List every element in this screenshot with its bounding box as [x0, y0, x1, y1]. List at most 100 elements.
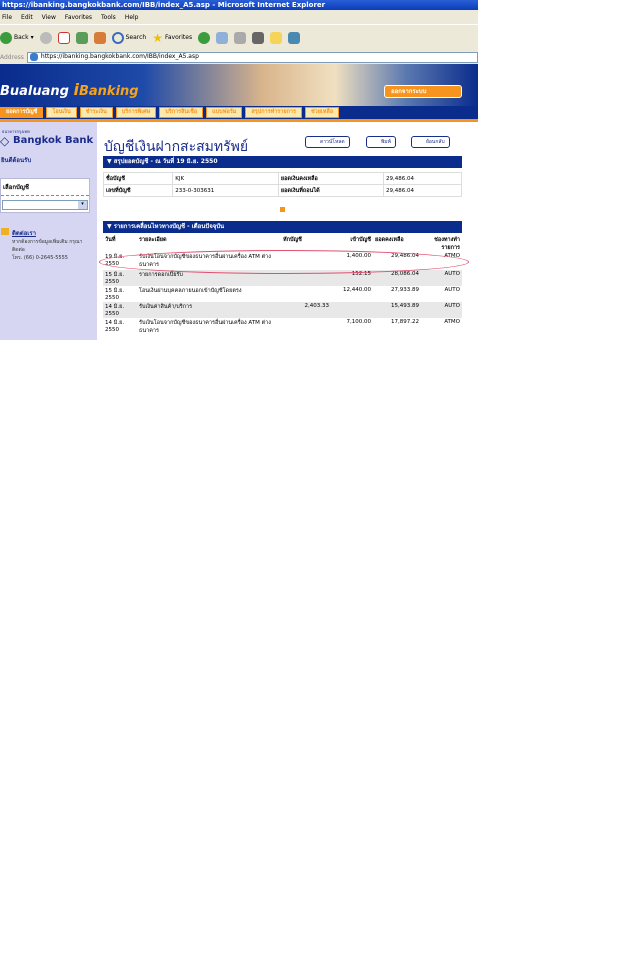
address-input[interactable]: https://ibanking.bangkokbank.com/IBB/ind… — [26, 51, 478, 63]
home-icon[interactable] — [93, 31, 106, 44]
account-dropdown[interactable]: ▾ — [2, 200, 88, 210]
summary-row: เลขที่บัญชี 233-0-303631 ยอดเงินที่ถอนได้ 2… — [102, 184, 463, 197]
print-icon[interactable] — [234, 31, 247, 44]
bangkok-bank-name: Bangkok Bank — [13, 135, 94, 146]
toolbar: Back ▾ Search ★ Favorites — [0, 24, 478, 50]
table-row: 14 มิ.ย. 2550 รับเงินโอนจากบัญชีของธนาคาร… — [103, 318, 462, 336]
label: ชื่อบัญชี — [102, 172, 174, 185]
table-row: 14 มิ.ย. 2550 รับเงินค่าสินค้า/บริการ 2,40… — [103, 302, 462, 318]
account-select-panel: เลือกบัญชี ▾ — [0, 178, 90, 213]
bank-thai-name: ธนาคารกรุงเทพ — [2, 129, 30, 134]
print-button[interactable]: พิมพ์ — [366, 136, 396, 148]
address-label: Address — [0, 53, 24, 61]
col-channel: ช่องทางทำรายการ — [434, 237, 460, 251]
nav-tab-payment[interactable]: ชำระเงิน — [79, 107, 113, 118]
window-title-bar: https://ibanking.bangkokbank.com/IBB/ind… — [0, 0, 478, 10]
menu-favorites[interactable]: Favorites — [64, 13, 93, 21]
channel: AUTO — [421, 302, 462, 318]
credit: 7,100.00 — [346, 319, 372, 325]
nav-tab-special[interactable]: บริการพิเศษ — [115, 107, 157, 118]
menu-file[interactable]: File — [2, 13, 13, 21]
table-row: 15 มิ.ย. 2550 โอนเงินผ่านบุคคลภายนอกเข้าบ… — [103, 286, 462, 302]
back-arrow-icon — [0, 31, 12, 44]
download-button[interactable]: ดาวน์โหลด — [305, 136, 350, 148]
summary-table: ชื่อบัญชี KJK ยอดเงินคงเหลือ 29,486.04 เลขท… — [102, 172, 463, 197]
credit: 152.15 — [331, 270, 373, 286]
refresh-icon[interactable] — [75, 31, 88, 44]
col-date: วันที่ — [105, 237, 116, 243]
date: 14 มิ.ย. 2550 — [103, 302, 137, 318]
stop-icon[interactable] — [57, 31, 70, 44]
highlight-annotation — [99, 250, 469, 274]
page-icon — [29, 53, 38, 61]
back-button[interactable]: Back ▾ — [0, 31, 34, 44]
nav-tab-loan[interactable]: บริการสินเชื่อ — [159, 107, 204, 118]
logout-button[interactable]: ออกจากระบบ — [384, 85, 462, 98]
table-row: 15 มิ.ย. 2550 รายการดอกเบี้ยรับ 152.15 28,0… — [103, 270, 462, 286]
table-header: วันที่ รายละเอียด หักบัญชี เข้าบัญชี ยอด… — [103, 236, 462, 252]
orange-dot-icon — [280, 207, 285, 212]
forward-icon[interactable] — [39, 31, 52, 44]
col-credit: เข้าบัญชี — [350, 237, 371, 243]
debit — [281, 286, 331, 302]
menu-help[interactable]: Help — [124, 13, 139, 21]
welcome-text: ยินดีต้อนรับ — [1, 157, 32, 164]
menu-tools[interactable]: Tools — [101, 13, 116, 21]
value: 233-0-303631 — [172, 184, 279, 197]
nav-tab-help[interactable]: ช่วยเหลือ — [304, 107, 340, 118]
folder-icon[interactable] — [270, 31, 283, 44]
bualuang-ibanking-logo: Bualuang iBanking — [0, 80, 139, 99]
credit: 12,440.00 — [343, 287, 371, 293]
channel: ATMO — [444, 319, 460, 325]
debit — [281, 270, 331, 286]
detail: โอนเงินผ่านบุคคลภายนอกเข้าบัญชีโดยตรง — [139, 288, 242, 294]
menu-view[interactable]: View — [41, 13, 56, 21]
label: ยอดเงินที่ถอนได้ — [277, 184, 384, 197]
main-nav: ยอดการบัญชี โอนเงิน ชำระเงิน บริการพิเศษ… — [0, 106, 478, 119]
menu-bar: File Edit View Favorites Tools Help — [0, 10, 478, 24]
channel: AUTO — [421, 270, 462, 286]
summary-row: ชื่อบัญชี KJK ยอดเงินคงเหลือ 29,486.04 — [102, 172, 463, 185]
col-debit: หักบัญชี — [283, 237, 302, 243]
col-balance: ยอดคงเหลือ — [375, 237, 404, 243]
value: 29,486.04 — [382, 172, 463, 185]
transactions-header: ▼ รายการเคลื่อนไหวทางบัญชี - เดือนปัจจุบ… — [103, 221, 462, 233]
search-button[interactable]: Search — [111, 31, 146, 44]
contact-icon — [1, 228, 9, 235]
date: 14 มิ.ย. 2550 — [105, 320, 125, 333]
contact-link[interactable]: ติดต่อเรา — [12, 230, 36, 237]
balance: 27,933.89 — [391, 287, 419, 293]
balance: 28,086.04 — [373, 270, 421, 286]
date: 15 มิ.ย. 2550 — [105, 288, 125, 301]
nav-tab-transfer[interactable]: โอนเงิน — [46, 107, 77, 118]
divider — [0, 119, 478, 122]
debit — [281, 318, 331, 336]
chevron-down-icon: ▾ — [78, 201, 87, 209]
value: KJK — [172, 172, 279, 185]
nav-tab-forms[interactable]: แบบฟอร์ม — [206, 107, 243, 118]
label: เลขที่บัญชี — [102, 184, 174, 197]
select-account-label: เลือกบัญชี — [1, 179, 89, 196]
label: ยอดเงินคงเหลือ — [277, 172, 384, 185]
mail-icon[interactable] — [216, 31, 229, 44]
detail: รับเงินค่าสินค้า/บริการ — [137, 302, 281, 318]
date: 15 มิ.ย. 2550 — [103, 270, 137, 286]
channel: AUTO — [444, 287, 460, 293]
search-icon — [111, 31, 124, 44]
detail: รายการดอกเบี้ยรับ — [137, 270, 281, 286]
history-icon[interactable] — [198, 31, 211, 44]
nav-tab-summary[interactable]: สรุปการทำรายการ — [245, 107, 302, 118]
star-icon: ★ — [152, 30, 163, 45]
col-detail: รายละเอียด — [139, 237, 167, 243]
nav-tab-accounts[interactable]: ยอดการบัญชี — [0, 107, 44, 118]
menu-edit[interactable]: Edit — [21, 13, 33, 21]
edit-icon[interactable] — [252, 31, 265, 44]
contact-text: หากต้องการข้อมูลเพิ่มเติม กรุณาติดต่อ — [12, 239, 83, 253]
detail: รับเงินโอนจากบัญชีของธนาคารอื่นผ่านเครื่… — [139, 320, 271, 334]
page-title: บัญชีเงินฝากสะสมทรัพย์ — [104, 139, 249, 155]
favorites-button[interactable]: ★ Favorites — [152, 30, 193, 45]
back-page-button[interactable]: ย้อนกลับ — [411, 136, 450, 148]
messenger-icon[interactable] — [288, 31, 301, 44]
phone-text: โทร. (66) 0-2645-5555 — [12, 255, 68, 261]
value: 29,486.04 — [382, 184, 463, 197]
